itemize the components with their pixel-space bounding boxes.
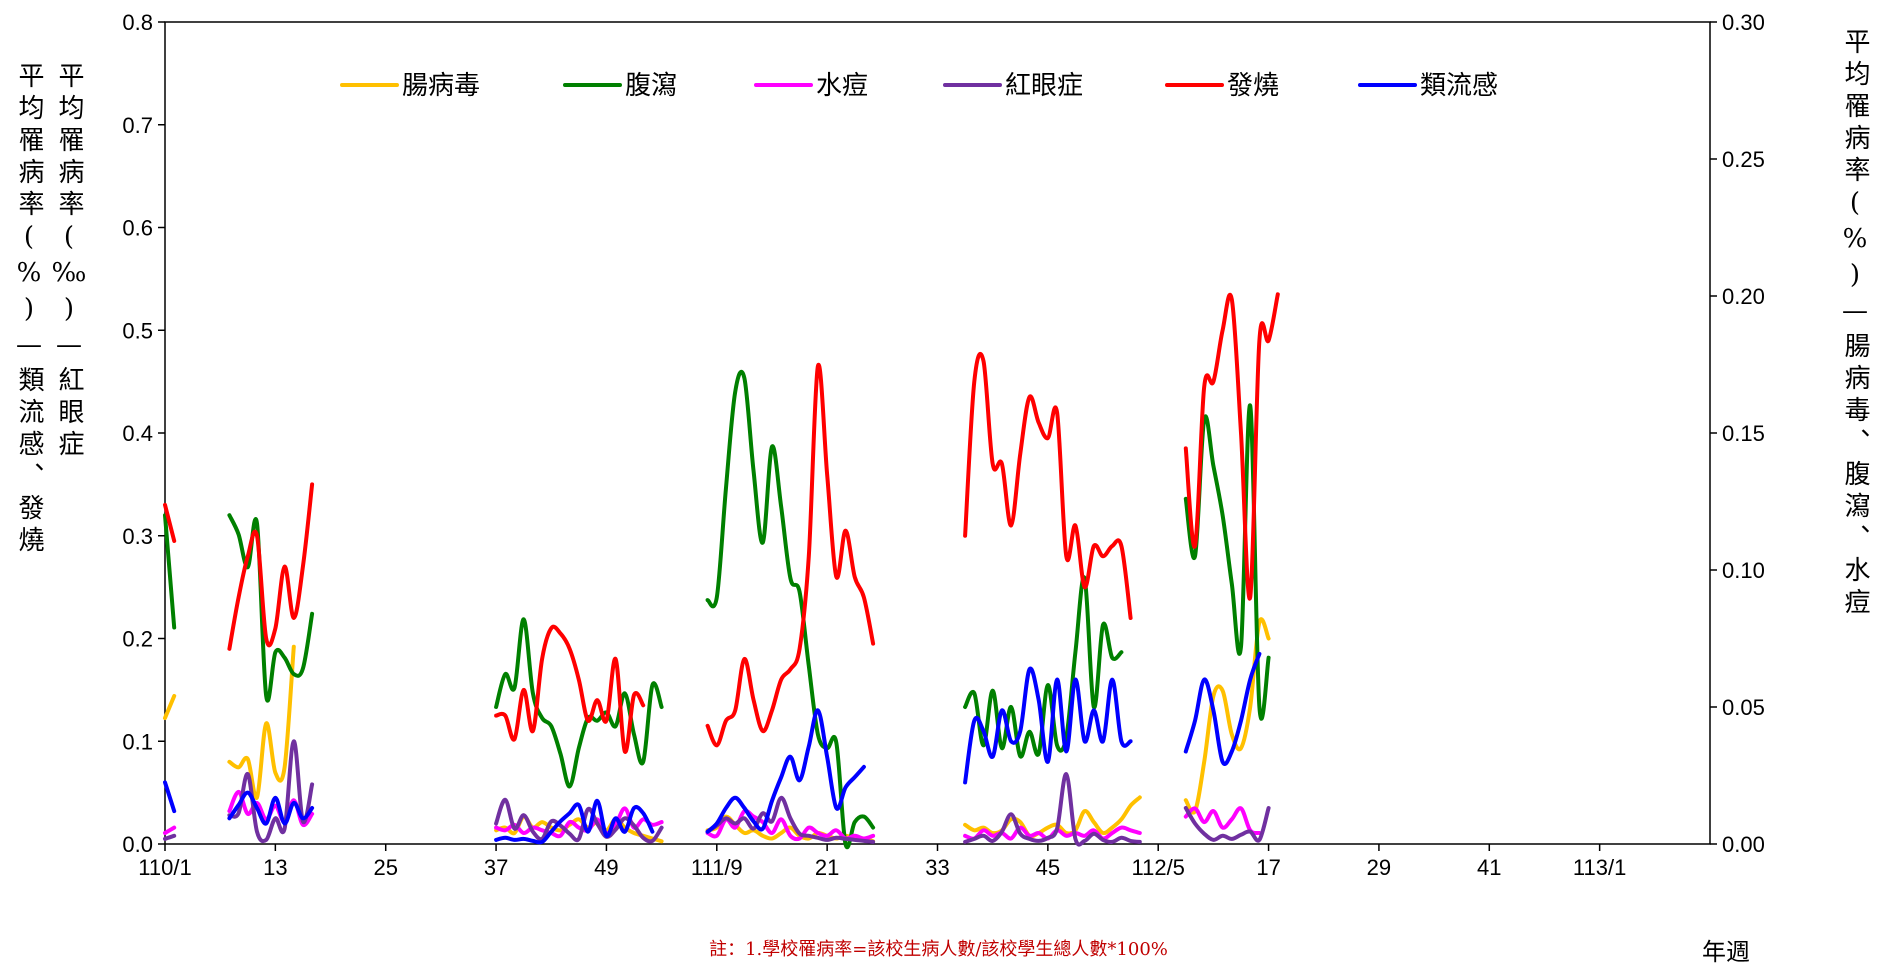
right-tick-label: 0.30 xyxy=(1722,10,1765,35)
plot-area xyxy=(164,21,1711,845)
right-tick-label: 0.25 xyxy=(1722,147,1765,172)
x-axis-title: 年週 xyxy=(1702,938,1750,966)
series-line-diarrhea xyxy=(163,513,177,630)
series-line-fever xyxy=(494,624,646,754)
series-line-varicella xyxy=(163,825,177,835)
left-axis-title-conjunctivitis: 平均罹病率(‰)—紅眼症 xyxy=(54,62,84,462)
series-line-conjunctivitis xyxy=(963,772,1142,847)
series-lines xyxy=(163,292,1280,850)
right-tick-label: 0.20 xyxy=(1722,284,1765,309)
series-line-influenza-like xyxy=(227,790,315,826)
series-line-diarrhea xyxy=(494,617,664,789)
x-tick-label: 41 xyxy=(1477,855,1501,880)
series-line-influenza-like xyxy=(963,666,1133,785)
x-tick-label: 113/1 xyxy=(1573,855,1626,880)
series-line-enterovirus xyxy=(227,644,296,800)
x-tick-label: 49 xyxy=(594,855,618,880)
legend-label-conjunctivitis: 紅眼症 xyxy=(1005,71,1083,101)
series-line-influenza-like xyxy=(163,780,177,814)
series-line-diarrhea xyxy=(963,575,1124,759)
left-tick-label: 0.3 xyxy=(122,524,153,549)
left-tick-label: 0.8 xyxy=(122,10,153,35)
left-tick-label: 0.5 xyxy=(122,318,153,343)
series-line-conjunctivitis xyxy=(227,739,315,844)
x-tick-label: 17 xyxy=(1256,855,1280,880)
legend-label-fever: 發燒 xyxy=(1227,71,1279,101)
series-line-enterovirus xyxy=(1183,617,1271,815)
series-line-enterovirus xyxy=(963,795,1142,839)
right-tick-label: 0.00 xyxy=(1722,832,1765,857)
series-line-influenza-like xyxy=(494,798,655,845)
series-line-conjunctivitis xyxy=(494,797,664,844)
series-line-fever xyxy=(705,362,876,748)
right-axis-title-enterovirus-diarrhea-varicella: 平均罹病率(%)—腸病毒、腹瀉、水痘 xyxy=(1840,28,1870,620)
legend: 腸病毒 腹瀉 水痘 紅眼症 發燒 類流感 xyxy=(340,71,1498,101)
series-line-enterovirus xyxy=(163,694,177,720)
footnote: 註：1.學校罹病率=該校生病人數/該校學生總人數*100% xyxy=(709,939,1168,960)
series-line-varicella xyxy=(1183,806,1262,836)
x-tick-label: 21 xyxy=(815,855,839,880)
x-tick-label: 13 xyxy=(263,855,287,880)
left-axis-title-influenza-fever: 平均罹病率(%)—類流感、發燒 xyxy=(14,62,44,558)
legend-label-diarrhea: 腹瀉 xyxy=(625,71,677,101)
right-tick-label: 0.10 xyxy=(1722,558,1765,583)
x-tick-label: 112/5 xyxy=(1132,855,1185,880)
left-tick-label: 0.1 xyxy=(122,729,153,754)
left-tick-label: 0.4 xyxy=(122,421,153,446)
x-tick-label: 33 xyxy=(925,855,949,880)
x-axis-ticks: 110/1 13 25 37 49 111/9 21 33 45 112/5 17 29 41 113/1 xyxy=(138,844,1626,880)
legend-label-enterovirus: 腸病毒 xyxy=(402,71,480,101)
series-line-conjunctivitis xyxy=(163,833,177,841)
x-tick-label: 37 xyxy=(484,855,508,880)
legend-label-influenza-like: 類流感 xyxy=(1420,71,1498,101)
series-line-conjunctivitis xyxy=(705,795,876,844)
right-tick-label: 0.15 xyxy=(1722,421,1765,446)
series-line-fever xyxy=(163,502,177,543)
x-tick-label: 45 xyxy=(1036,855,1060,880)
series-line-influenza-like xyxy=(705,708,866,834)
left-tick-label: 0.2 xyxy=(122,627,153,652)
x-tick-label: 111/9 xyxy=(691,855,743,880)
series-line-fever xyxy=(1183,292,1280,601)
left-tick-label: 0.6 xyxy=(122,216,153,241)
legend-label-varicella: 水痘 xyxy=(816,71,868,101)
series-line-fever xyxy=(227,482,315,651)
right-axis-ticks: 0.00 0.05 0.10 0.15 0.20 0.25 0.30 xyxy=(1710,10,1765,857)
left-tick-label: 0.7 xyxy=(122,113,153,138)
left-axis-ticks: 0.0 0.1 0.2 0.3 0.4 0.5 0.6 0.7 0.8 xyxy=(122,10,165,857)
right-tick-label: 0.05 xyxy=(1722,695,1765,720)
left-tick-label: 0.0 xyxy=(122,832,153,857)
series-line-conjunctivitis xyxy=(1183,806,1271,843)
series-line-diarrhea xyxy=(705,369,876,850)
x-tick-label: 110/1 xyxy=(138,855,191,880)
series-line-influenza-like xyxy=(1183,651,1262,767)
x-tick-label: 25 xyxy=(373,855,397,880)
series-line-fever xyxy=(963,351,1133,620)
x-tick-label: 29 xyxy=(1367,855,1391,880)
